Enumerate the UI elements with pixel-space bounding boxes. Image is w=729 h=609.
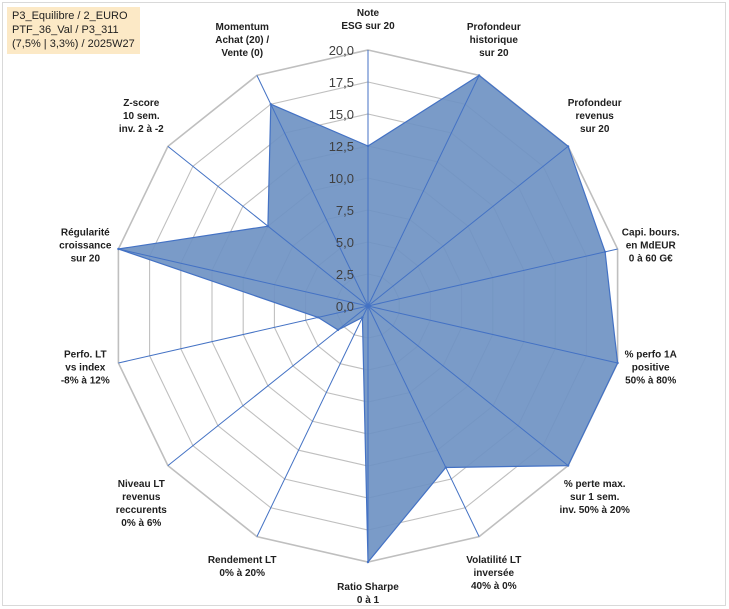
data-point [477,74,481,77]
axis-label: Volatilité LT inversée 40% à 0% [466,555,521,592]
axis-label-line: en MdEUR [626,241,677,252]
tick-label: 15,0 [329,107,354,122]
axis-spoke [367,305,569,466]
axis-label-line: 0% à 20% [219,568,265,579]
axis-label-line: Momentum [216,22,269,33]
info-line-1: P3_Equilibre / 2_EURO [12,10,128,22]
axis-label-line: Note [357,8,380,19]
tick-label: 20,0 [329,43,354,58]
tick-label: 2,5 [336,267,354,282]
data-point [444,466,447,469]
axis-label: % perfo 1A positive 50% à 80% [625,350,677,387]
data-point [566,145,570,148]
axis-label-line: Profondeur [568,98,622,109]
axis-label: Capi. bours. en MdEUR 0 à 60 G€ [622,228,680,265]
tick-label: 0,0 [336,299,354,314]
axis-label: Niveau LT revenus reccurents 0% à 6% [116,479,168,529]
axis-label-line: Capi. bours. [622,228,680,239]
data-point [566,464,570,467]
axis-spoke [367,75,480,307]
axis-label-line: sur 20 [71,254,101,265]
axis-spoke [367,305,618,364]
axis-label-line: Rendement LT [208,555,277,566]
data-point [366,560,370,564]
portfolio-info-box: P3_Equilibre / 2_EURO PTF_36_Val / P3_31… [7,7,140,54]
axis-label-line: 50% à 80% [625,376,676,387]
axis-label: % perte max. sur 1 sem. inv. 50% à 20% [559,479,630,516]
tick-label: 7,5 [336,203,354,218]
axis-label-line: Vente (0) [221,48,263,59]
data-point [316,316,320,319]
axis-label-line: Perfo. LT [64,350,107,361]
axis-label-line: croissance [59,241,112,252]
axis-label-line: positive [632,363,670,374]
axis-label-line: Volatilité LT [466,555,521,566]
axis-label-line: Niveau LT [118,479,165,490]
data-point [336,328,340,332]
tick-label: 12,5 [329,139,354,154]
axis-label: Perfo. LT vs index -8% à 12% [61,350,110,387]
data-point [603,250,607,254]
axis-spoke [367,146,569,307]
data-point [366,144,370,148]
axis-label-line: Profondeur [467,22,521,33]
axis-label-line: inversée [474,568,515,579]
axis-label-line: 40% à 0% [471,581,517,592]
axis-spoke [118,248,369,307]
axis-label-line: 0 à 1 [357,595,380,606]
tick-label: 5,0 [336,235,354,250]
axis-spoke [367,305,480,537]
axis-label: Rendement LT 0% à 20% [208,555,277,579]
axis-label-line: % perte max. [564,479,626,490]
axis-spoke [256,305,369,537]
axis-spoke [118,305,369,364]
tick-label: 10,0 [329,171,354,186]
axis-label-line: Z-score [123,98,160,109]
axis-label-line: revenus [576,111,615,122]
data-point [117,247,120,251]
axis-label: Profondeur revenus sur 20 [568,98,622,135]
axis-label-line: -8% à 12% [61,376,110,387]
axis-label: Z-score 10 sem. inv. 2 à -2 [119,98,164,135]
data-point [361,316,364,319]
axis-label-line: ESG sur 20 [341,21,395,32]
axis-label: Note ESG sur 20 [341,8,395,32]
axis-label-line: revenus [122,492,161,503]
axis-spoke [367,248,618,307]
data-point [616,361,619,365]
axis-label-line: inv. 2 à -2 [119,124,164,135]
data-point [269,103,272,106]
axis-label: Régularité croissance sur 20 [59,228,112,265]
tick-label: 17,5 [329,75,354,90]
data-point [266,225,270,228]
axis-spoke [167,305,369,466]
axis-label: Ratio Sharpe 0 à 1 [337,582,399,606]
axis-label: Profondeur historique sur 20 [467,22,521,59]
info-line-2: PTF_36_Val / P3_311 [12,24,119,36]
axis-label: Momentum Achat (20) / Vente (0) [215,22,269,59]
axis-label-line: inv. 50% à 20% [559,505,630,516]
axis-label-line: Achat (20) / [215,35,269,46]
axis-label-line: sur 20 [580,124,610,135]
axis-spoke [256,75,369,307]
axis-label-line: 10 sem. [123,111,160,122]
axis-label-line: Ratio Sharpe [337,582,399,593]
axis-label-line: reccurents [116,505,168,516]
axis-label-line: sur 1 sem. [570,492,620,503]
axis-label-line: 0% à 6% [121,518,161,529]
axis-label-line: % perfo 1A [625,350,677,361]
axis-label-line: Régularité [61,228,110,239]
axis-label-line: sur 20 [479,48,509,59]
axis-label-line: 0 à 60 G€ [629,254,673,265]
axis-label-line: vs index [65,363,105,374]
info-line-3: (7,5% | 3,3%) / 2025W27 [12,38,135,50]
axis-label-line: historique [470,35,519,46]
